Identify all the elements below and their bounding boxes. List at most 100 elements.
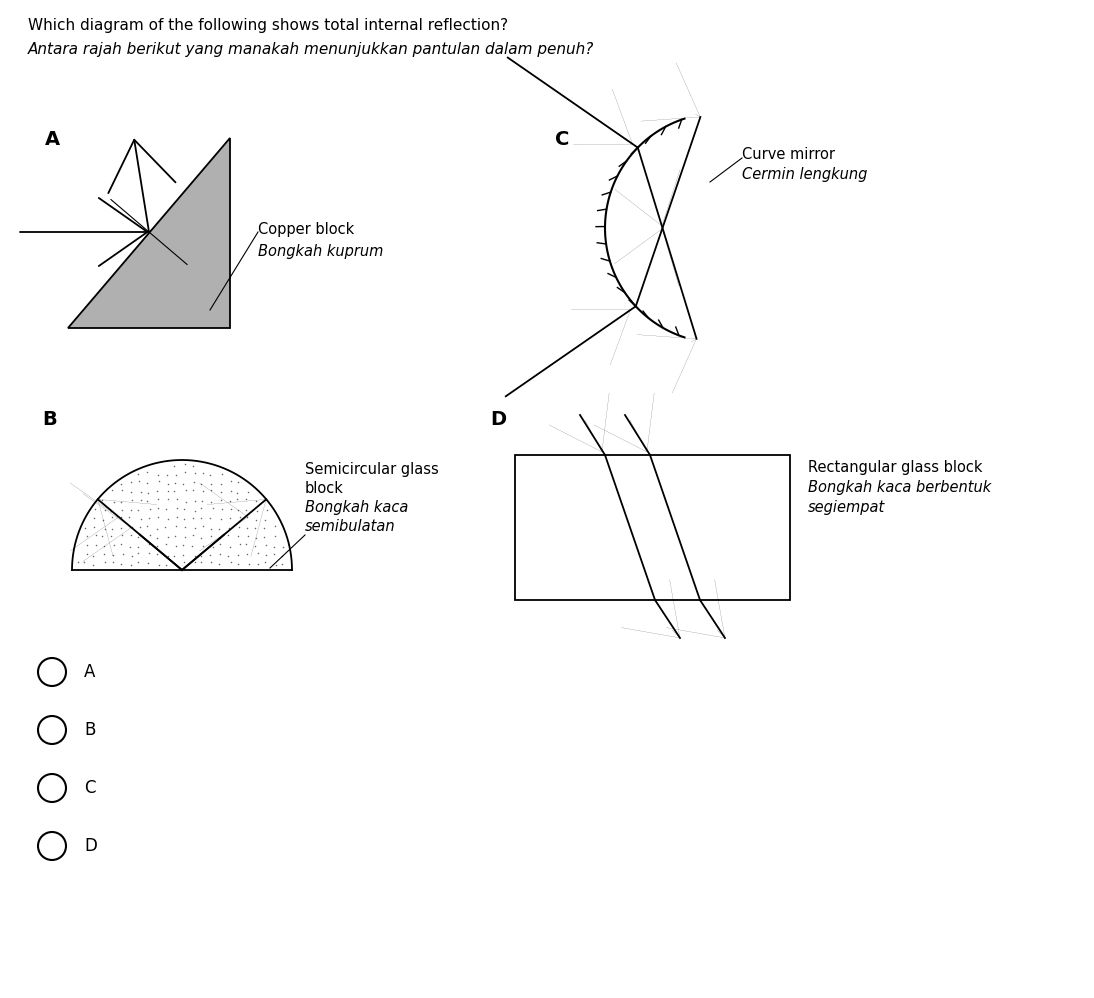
Point bbox=[186, 520, 203, 536]
Text: Bongkah kuprum: Bongkah kuprum bbox=[258, 244, 383, 259]
Point bbox=[131, 519, 149, 535]
Point bbox=[249, 556, 267, 572]
Point bbox=[177, 494, 195, 510]
Point bbox=[210, 521, 228, 537]
Point bbox=[247, 512, 265, 528]
Point bbox=[79, 546, 96, 562]
Point bbox=[221, 510, 238, 526]
Point bbox=[255, 529, 272, 545]
Point bbox=[167, 518, 185, 534]
Point bbox=[221, 539, 238, 555]
Point bbox=[201, 547, 219, 563]
Polygon shape bbox=[68, 138, 230, 328]
Text: Antara rajah berikut yang manakah menunjukkan pantulan dalam penuh?: Antara rajah berikut yang manakah menunj… bbox=[28, 42, 594, 57]
Point bbox=[238, 546, 256, 562]
Point bbox=[247, 530, 265, 546]
Point bbox=[258, 502, 276, 518]
Point bbox=[193, 510, 210, 526]
Point bbox=[205, 539, 222, 555]
Point bbox=[79, 528, 96, 544]
Point bbox=[220, 520, 237, 536]
Point bbox=[265, 546, 282, 562]
Point bbox=[96, 554, 114, 570]
Point bbox=[168, 500, 186, 516]
Point bbox=[113, 556, 130, 572]
Point bbox=[266, 528, 283, 544]
Point bbox=[213, 466, 231, 482]
Point bbox=[202, 494, 220, 510]
Point bbox=[168, 509, 186, 525]
Point bbox=[184, 458, 201, 474]
Point bbox=[230, 502, 247, 518]
Point bbox=[94, 512, 112, 528]
Point bbox=[229, 485, 246, 501]
Point bbox=[85, 510, 103, 526]
Point bbox=[193, 500, 210, 516]
Point bbox=[186, 548, 203, 564]
Point bbox=[237, 491, 255, 507]
Text: C: C bbox=[555, 130, 569, 149]
Point bbox=[149, 521, 166, 537]
Point bbox=[193, 554, 210, 570]
Point bbox=[130, 473, 148, 489]
Point bbox=[113, 520, 130, 536]
Point bbox=[257, 547, 275, 563]
Point bbox=[176, 464, 194, 480]
Point bbox=[241, 556, 258, 572]
Text: Semicircular glass: Semicircular glass bbox=[305, 462, 439, 477]
Point bbox=[129, 545, 147, 561]
Point bbox=[102, 503, 119, 519]
Polygon shape bbox=[72, 460, 292, 570]
Point bbox=[166, 475, 184, 491]
Point bbox=[256, 512, 274, 528]
Point bbox=[121, 539, 139, 555]
Text: Cermin lengkung: Cermin lengkung bbox=[742, 167, 868, 182]
Point bbox=[93, 528, 110, 544]
Point bbox=[149, 509, 166, 525]
Point bbox=[175, 501, 193, 517]
Point bbox=[238, 509, 256, 525]
Point bbox=[205, 500, 222, 516]
Point bbox=[123, 502, 140, 518]
Point bbox=[212, 511, 230, 527]
Point bbox=[185, 474, 202, 490]
Point bbox=[202, 528, 220, 544]
Point bbox=[238, 520, 256, 536]
Bar bbox=[515, 455, 790, 600]
Point bbox=[113, 476, 130, 492]
Point bbox=[176, 519, 194, 535]
Point bbox=[202, 476, 220, 492]
Point bbox=[274, 556, 291, 572]
Point bbox=[95, 538, 113, 554]
Point bbox=[160, 491, 177, 507]
Point bbox=[186, 503, 203, 519]
Point bbox=[175, 554, 193, 570]
Point bbox=[149, 530, 166, 546]
Point bbox=[104, 547, 121, 563]
Text: B: B bbox=[84, 721, 95, 739]
Point bbox=[230, 474, 247, 490]
Point bbox=[124, 519, 141, 535]
Point bbox=[95, 546, 113, 562]
Point bbox=[124, 548, 141, 564]
Point bbox=[84, 548, 102, 564]
Point bbox=[266, 518, 283, 534]
Point bbox=[129, 529, 147, 545]
Text: D: D bbox=[84, 837, 97, 855]
Point bbox=[132, 484, 150, 500]
Point bbox=[140, 510, 158, 526]
Point bbox=[184, 538, 201, 554]
Point bbox=[159, 467, 176, 483]
Point bbox=[129, 466, 147, 482]
Point bbox=[202, 482, 220, 498]
Point bbox=[139, 485, 156, 501]
Point bbox=[219, 548, 236, 564]
Point bbox=[114, 527, 131, 543]
Point bbox=[212, 484, 230, 500]
Text: A: A bbox=[84, 663, 95, 681]
Point bbox=[240, 528, 257, 544]
Point bbox=[77, 520, 94, 536]
Point bbox=[160, 529, 177, 545]
Point bbox=[211, 530, 229, 546]
Point bbox=[149, 546, 166, 562]
